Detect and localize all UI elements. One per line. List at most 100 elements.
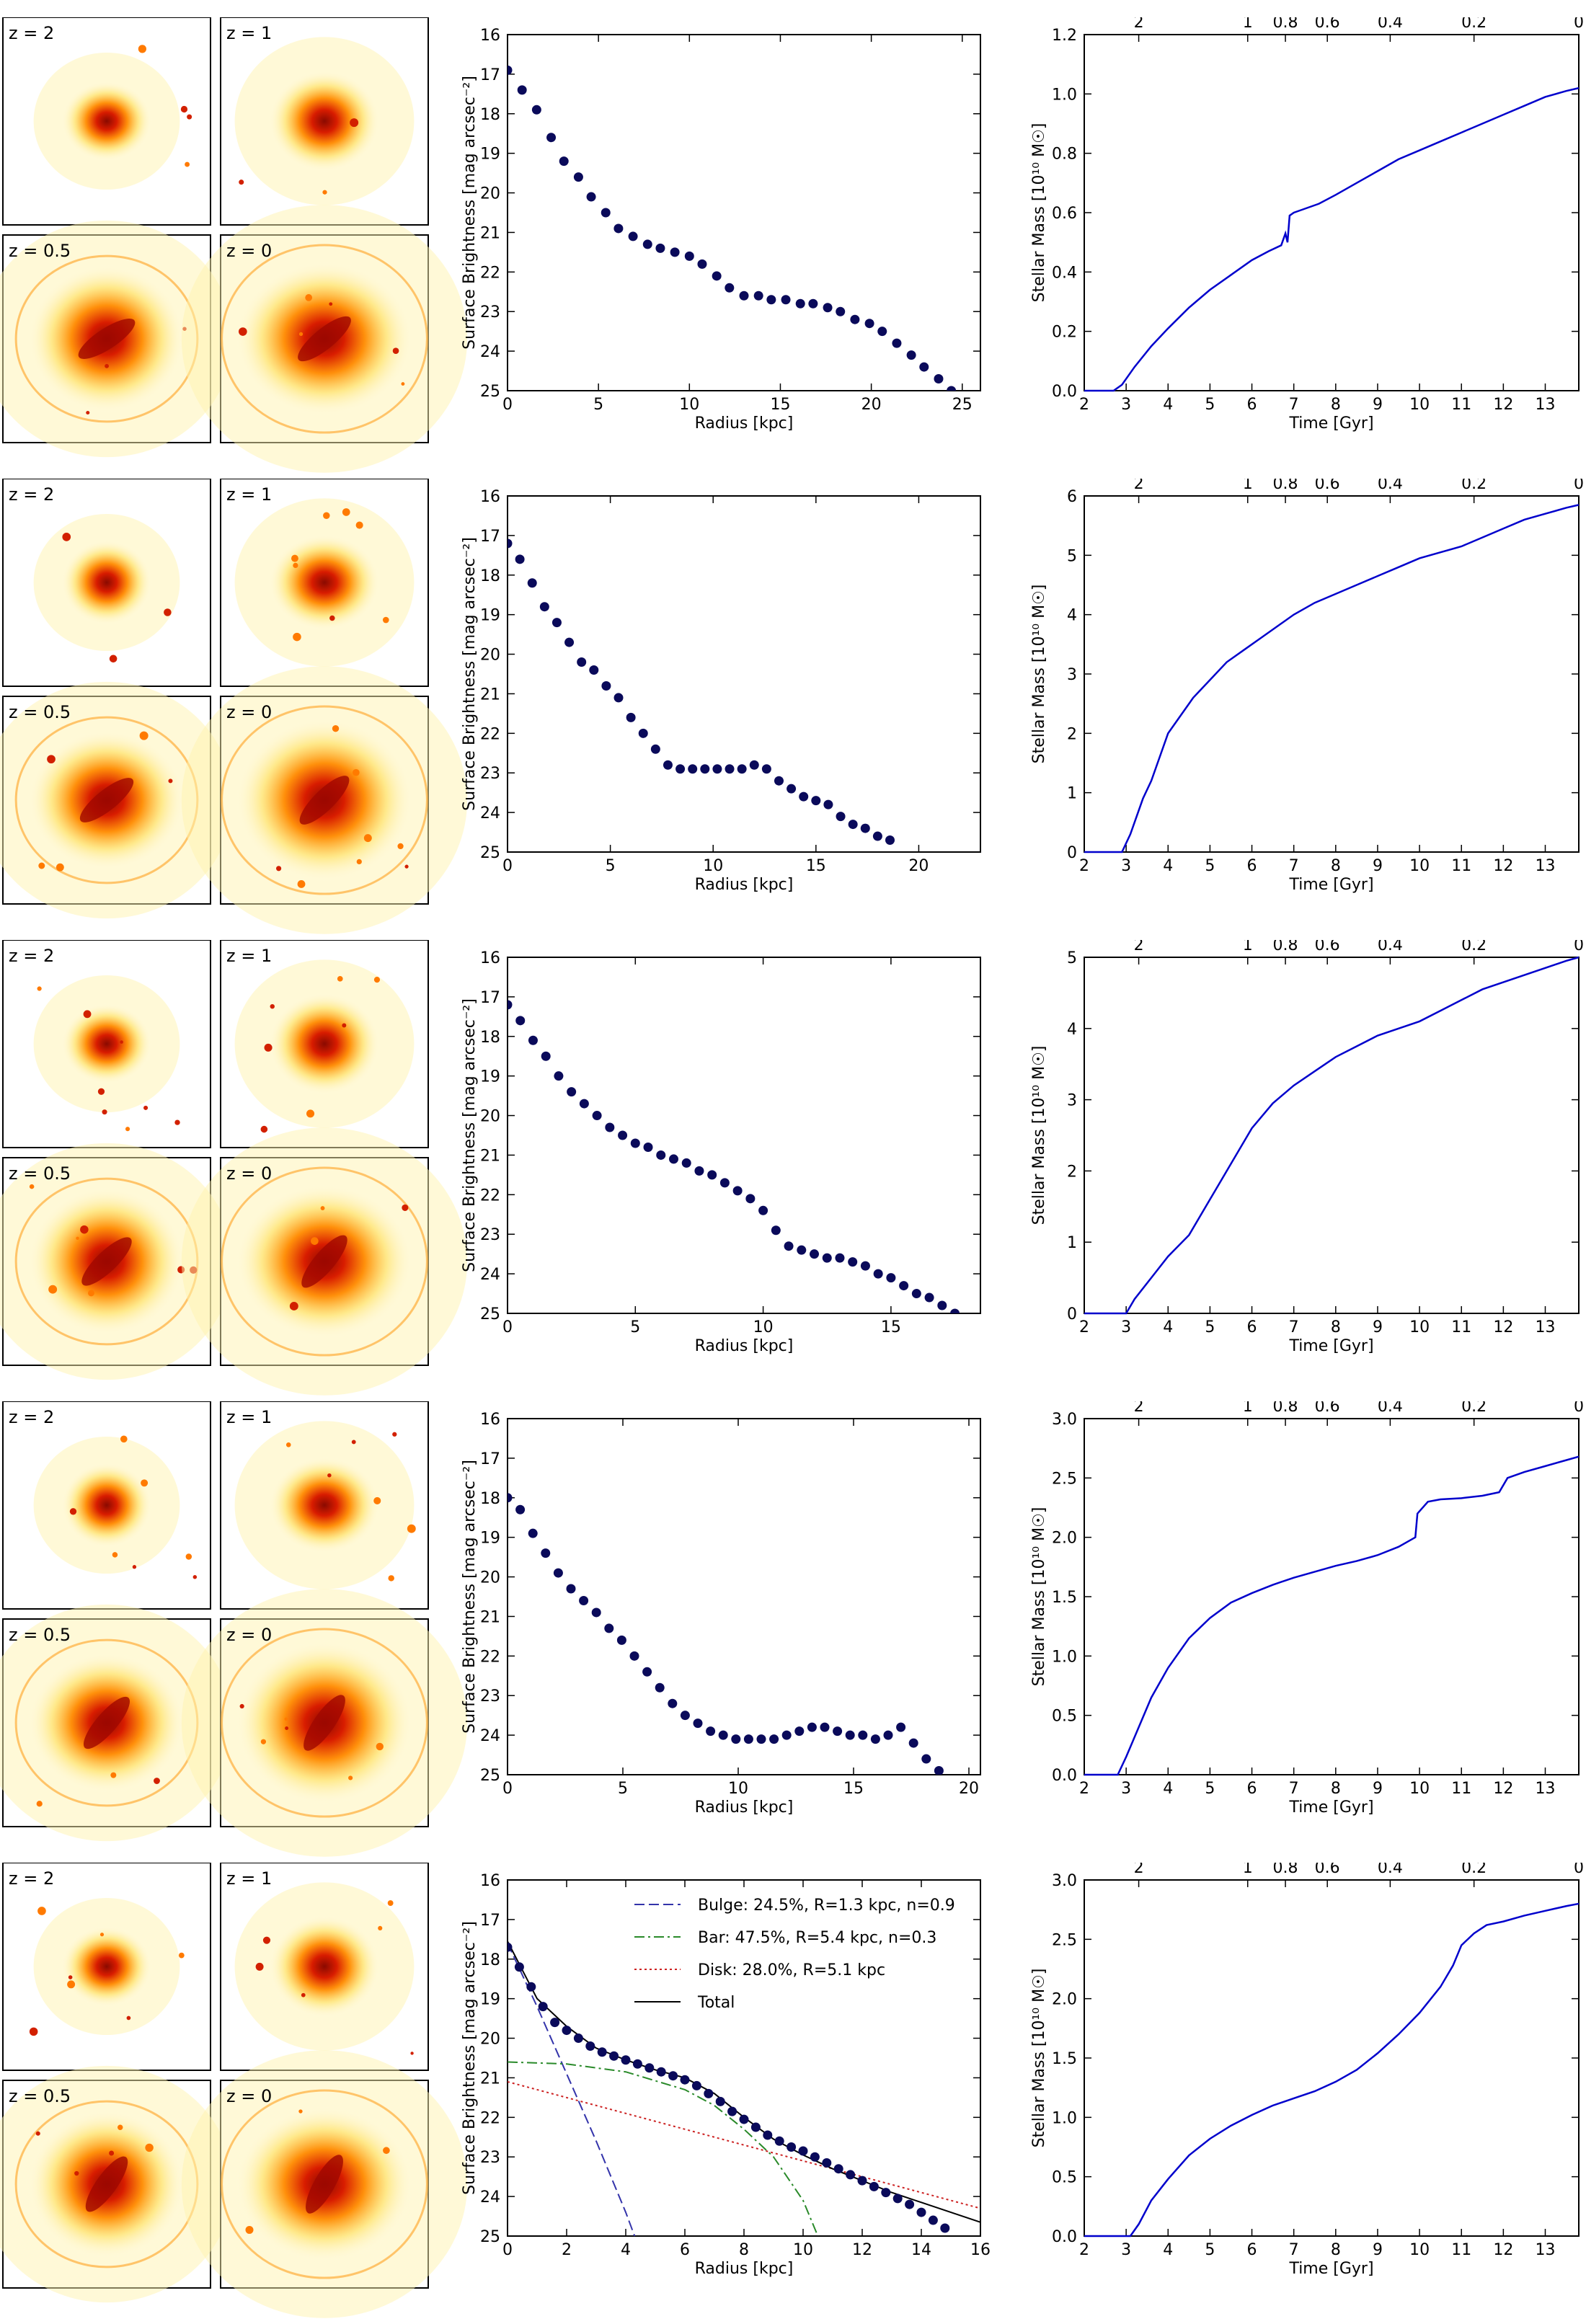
data-point [551,618,562,628]
data-point [727,2106,737,2116]
data-point [848,1257,858,1267]
x-tick-label: 3 [1121,857,1131,875]
data-point [691,2080,701,2090]
y-tick-label: 22 [480,264,500,282]
satellite-galaxy [373,1496,381,1504]
data-point [811,796,821,806]
x-tick-label: 12 [1493,396,1513,414]
y-tick-label: 20 [480,2031,500,2049]
galaxy-bar [78,319,136,359]
y-tick-label: 25 [480,1767,500,1785]
redshift-panel-label: z = 0.5 [9,1163,71,1184]
data-point [877,327,887,337]
y-tick-label: 23 [480,765,500,783]
y-tick-label: 1.5 [1052,2050,1077,2068]
data-point [541,1051,551,1061]
redshift-panel-label: z = 2 [9,23,54,43]
galaxy-core [268,533,381,631]
data-point [528,1035,538,1045]
data-point [810,1249,820,1259]
galaxy-thumbnail: z = 1 [220,17,429,226]
data-point [514,1962,524,1972]
y-tick-label: 16 [480,27,500,45]
y-tick-label: 18 [480,1029,500,1047]
satellite-galaxy [239,179,244,185]
y-tick-label: 0.0 [1052,2228,1077,2246]
data-point [564,637,575,647]
y-tick-label: 3 [1067,1092,1077,1110]
legend-label: Disk: 28.0%, R=5.1 kpc [698,1961,885,1979]
satellite-galaxy [329,615,335,621]
satellite-galaxy [105,363,110,368]
satellite-galaxy [29,1184,35,1189]
x-tick-label: 0 [502,396,513,414]
y-tick-label: 17 [480,989,500,1007]
redshift-tick-label: 0.4 [1378,479,1403,493]
redshift-panel-label: z = 1 [226,23,272,43]
data-point [870,1734,880,1744]
data-point [706,1726,716,1737]
x-tick-label: 8 [1331,2241,1341,2259]
x-axis-label: Radius [kpc] [695,2260,794,2278]
redshift-panel-label: z = 1 [226,1868,272,1889]
data-point [753,290,763,301]
data-point [515,1504,526,1514]
x-tick-label: 0 [502,1318,513,1336]
satellite-galaxy [298,2109,303,2114]
y-tick-label: 25 [480,844,500,862]
data-point [919,362,929,372]
satellite-galaxy [69,1508,77,1515]
y-tick-label: 21 [480,1147,500,1165]
data-point [836,812,846,822]
legend: Bulge: 24.5%, R=1.3 kpc, n=0.9 Bar: 47.5%… [634,1897,955,2012]
satellite-galaxy [185,161,190,167]
x-tick-label: 16 [970,2241,991,2259]
satellite-galaxy [383,2147,390,2155]
data-point [835,1253,845,1263]
redshift-panel-label: z = 0.5 [9,702,71,722]
x-axis-label: Time [Gyr] [1288,1799,1373,1817]
data-point [848,820,858,830]
x-tick-label: 7 [1289,1318,1299,1336]
x-tick-label: 8 [1331,1318,1341,1336]
y-axis-label: Surface Brightness [mag arcsec⁻²] [461,1921,479,2195]
satellite-galaxy [363,834,372,843]
x-tick-label: 9 [1373,396,1383,414]
data-point [668,1698,678,1708]
plot-frame [1084,34,1580,391]
redshift-tick-label: 1 [1243,1863,1253,1877]
y-tick-label: 4 [1067,1021,1077,1039]
stellar-mass-line [1084,504,1580,853]
total-fit-line [508,1941,980,2223]
x-tick-label: 7 [1289,2241,1299,2259]
x-tick-label: 9 [1373,857,1383,875]
satellite-galaxy [353,768,360,776]
y-tick-label: 3.0 [1052,1411,1077,1429]
redshift-panel-label: z = 0.5 [9,241,71,261]
data-point [688,764,698,774]
data-point [585,2041,595,2052]
satellite-galaxy [37,1907,46,1915]
data-point [592,1111,602,1121]
x-tick-label: 5 [1205,1780,1215,1798]
data-point [756,1734,766,1744]
x-tick-label: 13 [1535,396,1555,414]
x-tick-label: 9 [1373,2241,1383,2259]
redshift-panel-label: z = 0 [226,1163,272,1184]
data-point [906,350,916,360]
x-tick-label: 20 [959,1780,979,1798]
redshift-tick-label: 1 [1243,479,1253,493]
y-tick-label: 22 [480,1187,500,1205]
y-tick-label: 17 [480,1450,500,1468]
y-tick-label: 19 [480,1991,500,2009]
data-point [857,2176,867,2186]
data-point [508,1942,513,1952]
galaxy-thumbnail: z = 0 [181,666,468,934]
galaxy-core [61,1925,153,2008]
satellite-galaxy [239,1703,244,1709]
galaxy-thumbnail: z = 0 [181,2050,468,2318]
satellite-galaxy [373,977,381,983]
redshift-tick-label: 0.2 [1461,1401,1487,1416]
